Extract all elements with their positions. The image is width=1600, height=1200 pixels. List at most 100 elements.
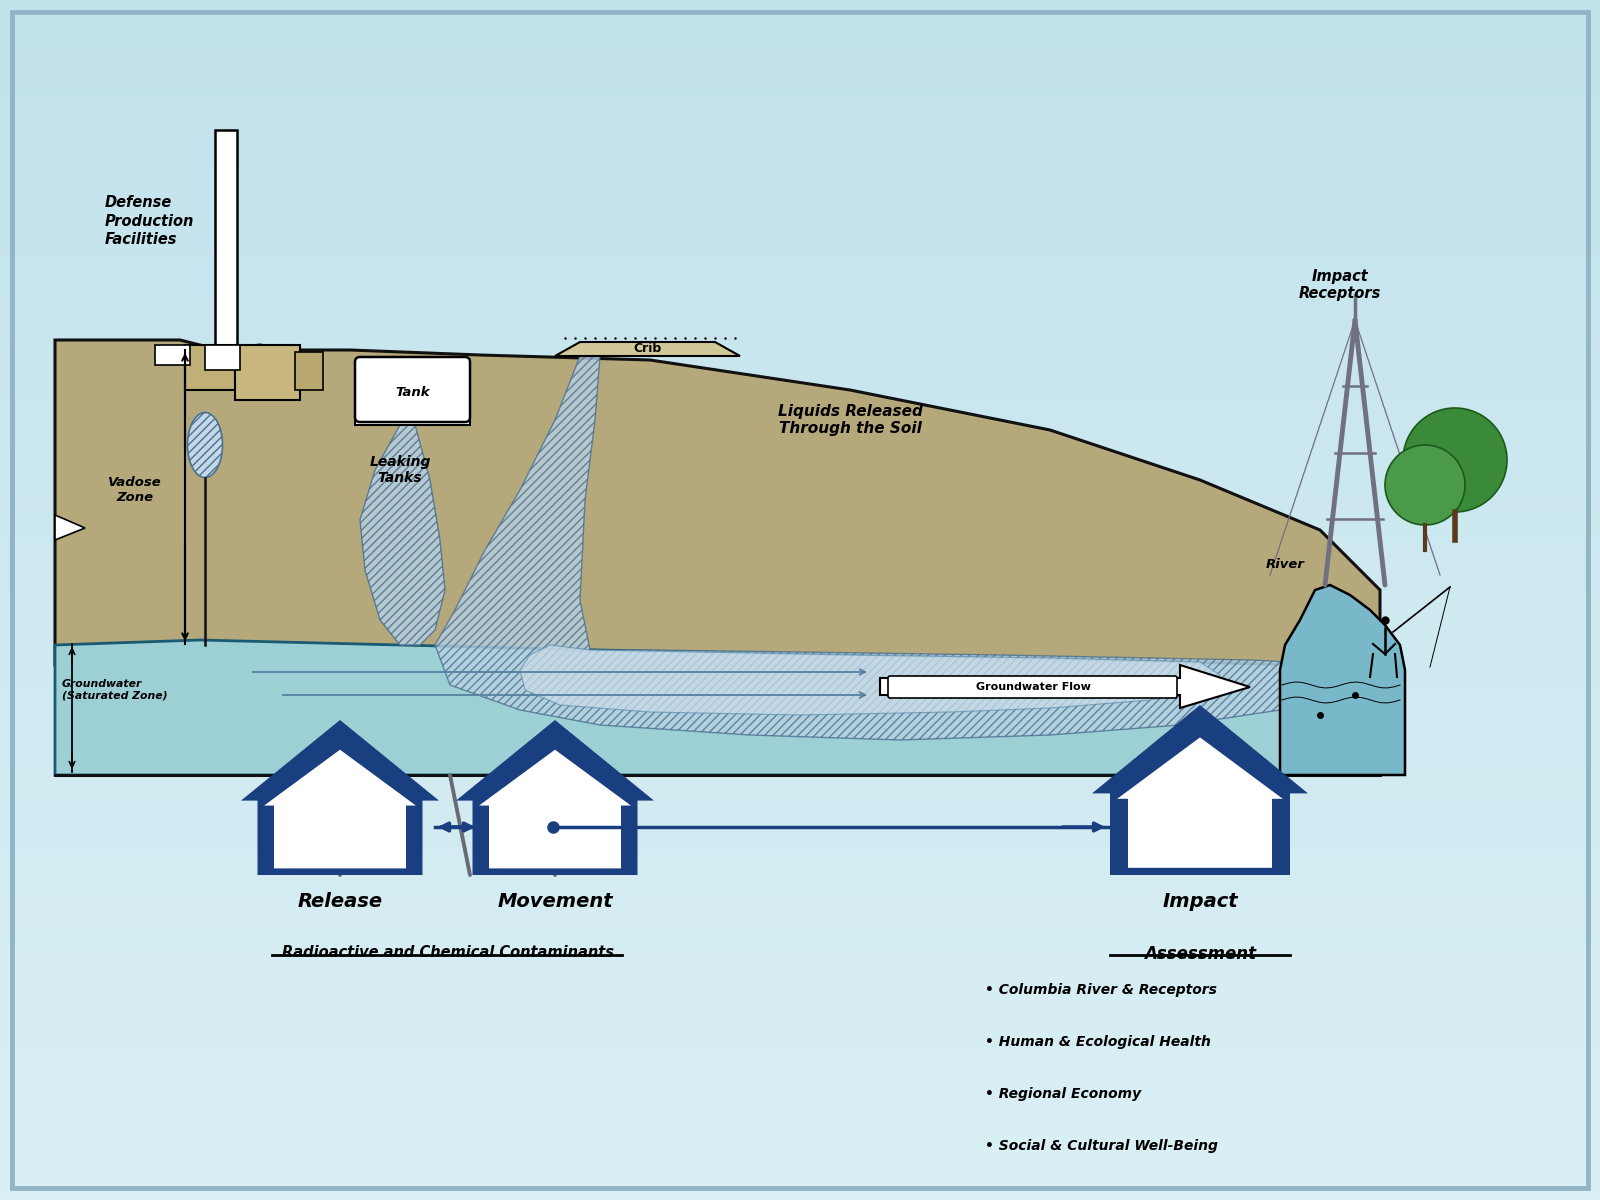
- Bar: [0, 338, 1600, 344]
- Bar: [0, 698, 1600, 704]
- Bar: [0, 62, 1600, 68]
- Bar: [0, 35, 1600, 40]
- Bar: [0, 194, 1600, 200]
- Bar: [0, 1139, 1600, 1144]
- Bar: [0, 1175, 1600, 1180]
- Bar: [0, 539, 1600, 544]
- Bar: [0, 199, 1600, 204]
- Bar: [0, 830, 1600, 836]
- Bar: [0, 206, 1600, 212]
- Bar: [0, 799, 1600, 804]
- Bar: [0, 283, 1600, 288]
- Bar: [0, 715, 1600, 720]
- Bar: [0, 50, 1600, 56]
- Bar: [0, 494, 1600, 500]
- Bar: [0, 547, 1600, 552]
- Bar: [0, 554, 1600, 560]
- Bar: [0, 331, 1600, 336]
- Bar: [0, 974, 1600, 980]
- Ellipse shape: [187, 413, 222, 478]
- Bar: [0, 1079, 1600, 1084]
- Text: Tank: Tank: [395, 385, 430, 398]
- Bar: [0, 1082, 1600, 1088]
- Bar: [0, 1099, 1600, 1104]
- Bar: [0, 926, 1600, 932]
- Bar: [0, 875, 1600, 880]
- Bar: [0, 902, 1600, 908]
- Bar: [0, 779, 1600, 784]
- Text: • Columbia River & Receptors: • Columbia River & Receptors: [986, 983, 1218, 997]
- Bar: [0, 758, 1600, 764]
- Bar: [0, 947, 1600, 952]
- Bar: [0, 695, 1600, 700]
- Bar: [0, 1094, 1600, 1100]
- Bar: [0, 410, 1600, 416]
- Bar: [0, 1151, 1600, 1156]
- Bar: [0, 227, 1600, 232]
- Bar: [0, 811, 1600, 816]
- Bar: [0, 215, 1600, 220]
- Bar: [0, 995, 1600, 1000]
- Bar: [0, 374, 1600, 380]
- Bar: [0, 931, 1600, 936]
- Bar: [0, 482, 1600, 488]
- Bar: [0, 362, 1600, 368]
- Bar: [0, 1043, 1600, 1048]
- Bar: [0, 731, 1600, 736]
- Bar: [0, 299, 1600, 304]
- Bar: [0, 38, 1600, 44]
- Polygon shape: [435, 356, 1350, 740]
- Bar: [0, 151, 1600, 156]
- Bar: [0, 607, 1600, 612]
- Bar: [0, 887, 1600, 892]
- Bar: [0, 59, 1600, 64]
- Bar: [0, 307, 1600, 312]
- Bar: [0, 311, 1600, 316]
- Bar: [0, 427, 1600, 432]
- Bar: [0, 883, 1600, 888]
- Bar: [214, 130, 237, 350]
- Bar: [0, 635, 1600, 640]
- Bar: [0, 182, 1600, 188]
- Bar: [0, 7, 1600, 12]
- Bar: [0, 439, 1600, 444]
- Bar: [0, 806, 1600, 812]
- Bar: [0, 962, 1600, 968]
- Bar: [0, 1171, 1600, 1176]
- Bar: [0, 314, 1600, 320]
- Bar: [0, 782, 1600, 788]
- Bar: [0, 463, 1600, 468]
- Bar: [0, 254, 1600, 260]
- Bar: [0, 218, 1600, 224]
- Bar: [0, 674, 1600, 680]
- Bar: [0, 43, 1600, 48]
- Bar: [0, 703, 1600, 708]
- Bar: [0, 403, 1600, 408]
- Bar: [0, 55, 1600, 60]
- Bar: [0, 854, 1600, 860]
- Bar: [0, 1130, 1600, 1136]
- Bar: [0, 890, 1600, 896]
- Bar: [0, 91, 1600, 96]
- Bar: [0, 347, 1600, 352]
- Bar: [0, 479, 1600, 484]
- Bar: [0, 763, 1600, 768]
- Bar: [0, 335, 1600, 340]
- Bar: [0, 518, 1600, 524]
- Bar: [0, 818, 1600, 824]
- Bar: [0, 727, 1600, 732]
- Bar: [0, 1067, 1600, 1072]
- Bar: [0, 451, 1600, 456]
- Text: River: River: [1266, 558, 1304, 571]
- Bar: [0, 146, 1600, 152]
- Bar: [0, 623, 1600, 628]
- Bar: [0, 679, 1600, 684]
- Bar: [0, 1159, 1600, 1164]
- Text: Movement: Movement: [498, 892, 613, 911]
- Bar: [0, 859, 1600, 864]
- Bar: [205, 344, 240, 370]
- Text: Leaking
Tanks: Leaking Tanks: [370, 455, 430, 485]
- Bar: [0, 242, 1600, 248]
- Bar: [0, 131, 1600, 136]
- Bar: [0, 655, 1600, 660]
